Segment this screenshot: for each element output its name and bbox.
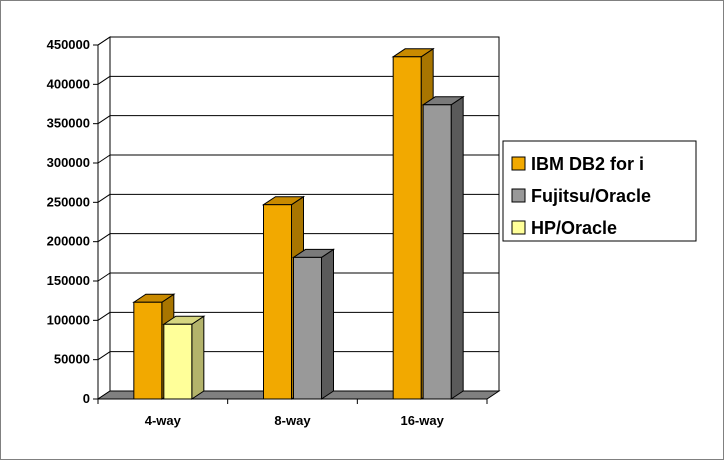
y-tick-label: 200000 xyxy=(47,234,90,249)
bar-front xyxy=(133,301,163,400)
bar-front xyxy=(422,104,452,400)
y-axis: 0 50000 100000 150000 200000 250000 300000 3500… xyxy=(47,37,99,406)
legend-box xyxy=(502,140,697,242)
y-tick-label: 350000 xyxy=(47,116,90,131)
y-tick-label: 50000 xyxy=(54,352,90,367)
y-tick-label: 300000 xyxy=(47,155,90,170)
bar-front xyxy=(163,323,193,400)
x-tick-label: 4-way xyxy=(145,413,182,428)
legend-label: HP/Oracle xyxy=(531,218,617,238)
bar-side xyxy=(321,248,334,400)
gridline-side xyxy=(97,154,111,164)
bar-front xyxy=(263,204,292,400)
gridline-side xyxy=(97,36,111,46)
plot-side-wall xyxy=(97,36,111,400)
legend-label: Fujitsu/Oracle xyxy=(531,186,651,206)
y-tick-label: 450000 xyxy=(47,37,90,52)
bar-side xyxy=(191,315,205,400)
gridline-side xyxy=(97,272,111,282)
x-tick-label: 8-way xyxy=(274,413,311,428)
gridline-side xyxy=(97,233,111,243)
bar-side xyxy=(450,95,464,400)
y-tick-label: 400000 xyxy=(47,76,90,91)
y-tick-label: 0 xyxy=(83,391,90,406)
legend-label: IBM DB2 for i xyxy=(531,154,644,174)
y-tick-label: 150000 xyxy=(47,273,90,288)
legend-swatch xyxy=(511,220,526,235)
gridline-side xyxy=(97,351,111,361)
legend: IBM DB2 for i Fujitsu/Oracle HP/Oracle xyxy=(502,140,697,242)
gridline-side xyxy=(97,193,111,203)
legend-swatch xyxy=(511,156,526,171)
gridline-side xyxy=(97,75,111,85)
x-tick-label: 16-way xyxy=(400,413,444,428)
bar xyxy=(162,315,206,400)
gridline-side xyxy=(97,311,111,321)
bar-front xyxy=(293,256,322,400)
bar xyxy=(421,95,465,400)
bar xyxy=(291,248,336,400)
legend-swatch xyxy=(511,188,526,203)
bar-front xyxy=(392,56,422,400)
bars xyxy=(132,47,465,400)
y-tick-label: 100000 xyxy=(47,312,90,327)
y-tick-label: 250000 xyxy=(47,194,90,209)
gridline-side xyxy=(97,115,111,125)
